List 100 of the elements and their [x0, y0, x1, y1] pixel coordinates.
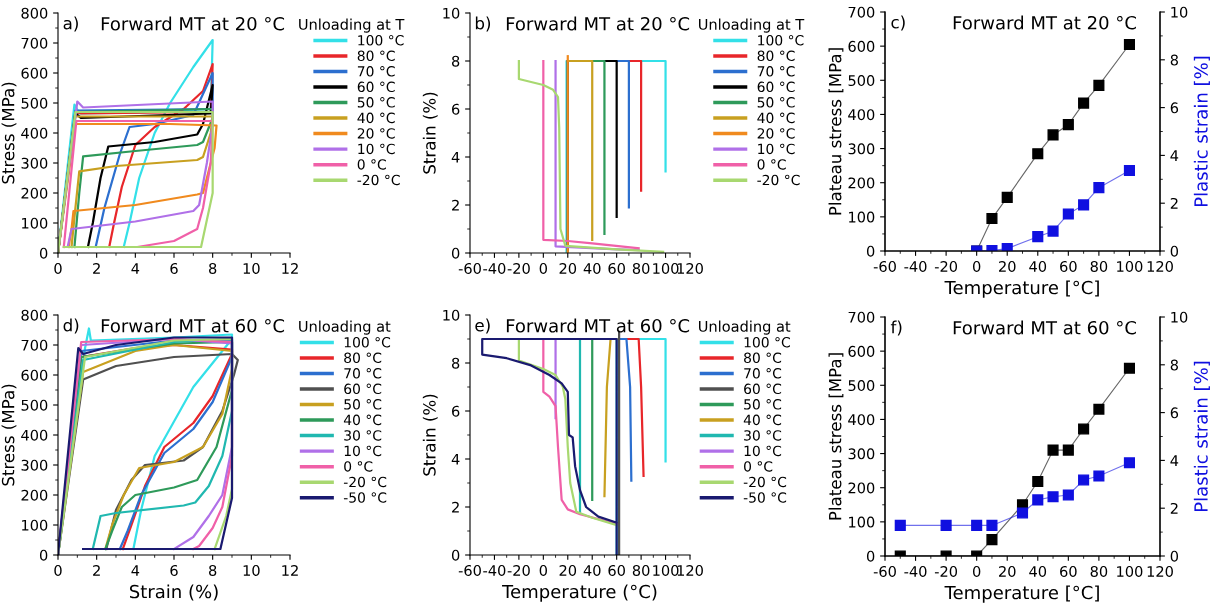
x-tick-label: 0 [539, 564, 547, 577]
legend-label: 100 °C [358, 35, 404, 46]
legend-label: -50 °C [743, 492, 787, 503]
y-tick-label: 0 [451, 549, 460, 561]
x-tick-label: 20 [999, 260, 1016, 273]
annotation: d) [63, 318, 79, 334]
x-tick-label: -60 [458, 564, 481, 577]
x-tick-label: 40 [1029, 565, 1047, 578]
legend-label: 80 °C [744, 352, 782, 364]
y-tick-label: 700 [21, 339, 48, 351]
y-tick-label: 100 [22, 217, 48, 229]
y-tick-label: 600 [848, 345, 875, 357]
x-tick-label: 12 [282, 262, 298, 274]
y-axis-title: Stress (MPa) [1, 82, 17, 184]
y-tick-label: 0 [866, 550, 875, 562]
y-tick-label: 700 [21, 37, 48, 49]
legend-label: 40 °C [357, 112, 395, 124]
legend-title: Unloading at [699, 320, 791, 335]
x-tick-label: -20 [934, 260, 958, 273]
y-tick-label: 0 [39, 247, 48, 259]
y-tick-label: 6 [452, 405, 460, 417]
y-tick-label: 4 [451, 453, 460, 465]
y-axis-title: Strain (%) [422, 92, 438, 174]
x-tick-label: 80 [1090, 260, 1108, 273]
y-tick-label: 400 [21, 127, 48, 139]
legend-label: 0 °C [757, 159, 786, 170]
x-tick-label: 8 [209, 564, 217, 577]
legend-label: 40 °C [757, 112, 795, 124]
x-tick-label: 120 [677, 564, 703, 577]
y-tick-label: 10 [443, 309, 460, 321]
chart-title: Forward MT at 60 °C [506, 318, 690, 333]
legend-label: 60 °C [357, 81, 395, 93]
annotation: e) [475, 318, 490, 334]
legend-title: Unloading at T [699, 18, 805, 33]
y2-tick-label: 4 [1170, 150, 1179, 161]
x-tick-label: 10 [243, 564, 260, 577]
x-tick-label: -40 [904, 565, 927, 578]
legend-label: 100 °C [758, 35, 804, 46]
x-tick-label: 2 [93, 564, 100, 576]
legend-label: 80 °C [344, 352, 382, 364]
legend-label: 80 °C [357, 50, 395, 62]
x-tick-label: -40 [904, 260, 927, 273]
chart-title: Forward MT at 20 °C [506, 16, 690, 31]
x-tick-label: 120 [1147, 565, 1173, 578]
y-tick-label: 0 [866, 245, 875, 257]
x-axis-title: Strain (%) [129, 584, 218, 601]
annotation: c) [891, 15, 905, 31]
y-tick-label: 800 [21, 7, 48, 19]
y-tick-label: 400 [21, 429, 48, 441]
legend-label: -50 °C [343, 492, 387, 503]
x-axis-title: Temperature [°C] [944, 280, 1099, 298]
y-axis-title: Stress (MPa) [1, 384, 17, 486]
y-tick-label: 400 [848, 109, 875, 121]
x-tick-label: 8 [209, 262, 217, 275]
y2-tick-label: 10 [1171, 6, 1188, 18]
legend-label: 70 °C [357, 66, 395, 77]
y-tick-label: 4 [451, 151, 460, 163]
y-tick-label: 200 [848, 482, 875, 494]
y-tick-label: 300 [848, 143, 875, 155]
legend-label: 50 °C [744, 399, 782, 410]
x-tick-label: 0 [972, 260, 981, 273]
y2-tick-label: 6 [1170, 102, 1179, 114]
y-tick-label: 0 [39, 549, 48, 561]
x-tick-label: -40 [483, 262, 506, 275]
y-tick-label: 300 [848, 448, 875, 460]
legend-label: 10 °C [744, 445, 782, 457]
legend-label: 50 °C [757, 97, 795, 108]
chart-title: Forward MT at 20 °C [953, 15, 1136, 30]
x-tick-label: 100 [1117, 565, 1143, 578]
y-tick-label: 6 [452, 103, 460, 115]
annotation: b) [475, 16, 491, 32]
x-tick-label: -60 [873, 260, 896, 273]
y2-tick-label: 0 [1170, 550, 1179, 562]
y-tick-label: 10 [443, 7, 460, 19]
y-tick-label: 300 [21, 459, 48, 471]
x-tick-label: 0 [539, 262, 547, 275]
y-axis-title: Strain (%) [422, 394, 438, 476]
legend-label: 40 °C [343, 414, 382, 426]
legend-label: 20 °C [757, 128, 795, 139]
y-tick-label: 8 [451, 55, 460, 67]
x-tick-label: 20 [559, 564, 577, 577]
chart-title: Forward MT at 60 °C [953, 320, 1136, 335]
x-tick-label: 12 [282, 564, 298, 576]
x-tick-label: 120 [677, 262, 703, 275]
legend-label: -20 °C [757, 174, 800, 186]
legend-label: 40 °C [743, 414, 782, 426]
legend-label: 20 °C [357, 128, 395, 139]
x-tick-label: 100 [653, 262, 679, 275]
x-tick-label: 60 [608, 564, 625, 577]
y-tick-label: 100 [849, 516, 875, 528]
x-tick-label: 80 [632, 262, 650, 275]
chart-title: Forward MT at 20 °C [101, 16, 285, 31]
legend-label: 60 °C [744, 383, 782, 395]
x-tick-label: 40 [583, 262, 601, 275]
x-tick-label: 80 [1090, 565, 1108, 578]
y2-tick-label: 10 [1171, 311, 1188, 323]
y-tick-label: 300 [21, 157, 48, 169]
legend-label: -20 °C [357, 174, 400, 186]
x-tick-label: -20 [507, 262, 530, 275]
legend-label: 50 °C [344, 399, 382, 410]
